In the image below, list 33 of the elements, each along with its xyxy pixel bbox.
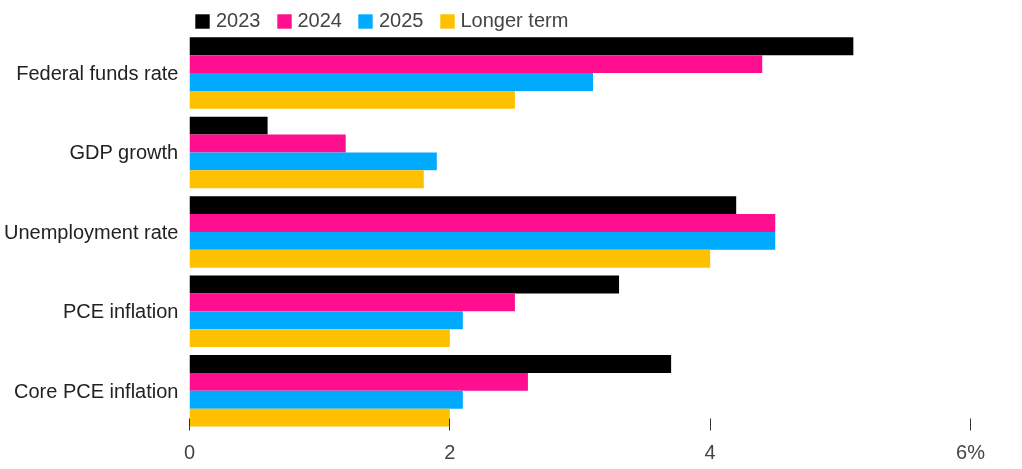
legend-label: Longer term [460,9,569,32]
bar [189,355,672,373]
x-tick-label: 2 [444,440,456,463]
bar [189,231,776,250]
bar [189,73,594,91]
bar [189,170,424,189]
bar [189,275,620,294]
bar [189,90,515,109]
y-tick-label: PCE inflation [62,300,179,323]
bar [189,293,515,312]
bar [189,55,763,74]
bar [189,408,450,427]
bar [189,311,463,330]
bar [189,249,711,268]
bar [189,372,528,391]
y-tick-label: Core PCE inflation [13,379,179,402]
bar [189,214,776,232]
legend-label: 2023 [216,9,261,32]
x-tick-label: 4 [704,440,716,463]
bar [189,152,437,171]
y-tick-label: Federal funds rate [16,62,179,85]
bar [189,329,450,348]
x-tick-label: 6% [956,440,986,463]
bar [189,134,346,153]
bar [189,37,854,56]
y-tick-label: GDP growth [69,141,179,164]
bar [189,196,737,215]
y-tick-label: Unemployment rate [3,220,179,243]
bar [189,390,463,409]
legend-label: 2024 [297,9,342,32]
x-tick-label: 0 [183,440,196,463]
legend-label: 2025 [379,9,424,32]
bar [189,116,268,135]
